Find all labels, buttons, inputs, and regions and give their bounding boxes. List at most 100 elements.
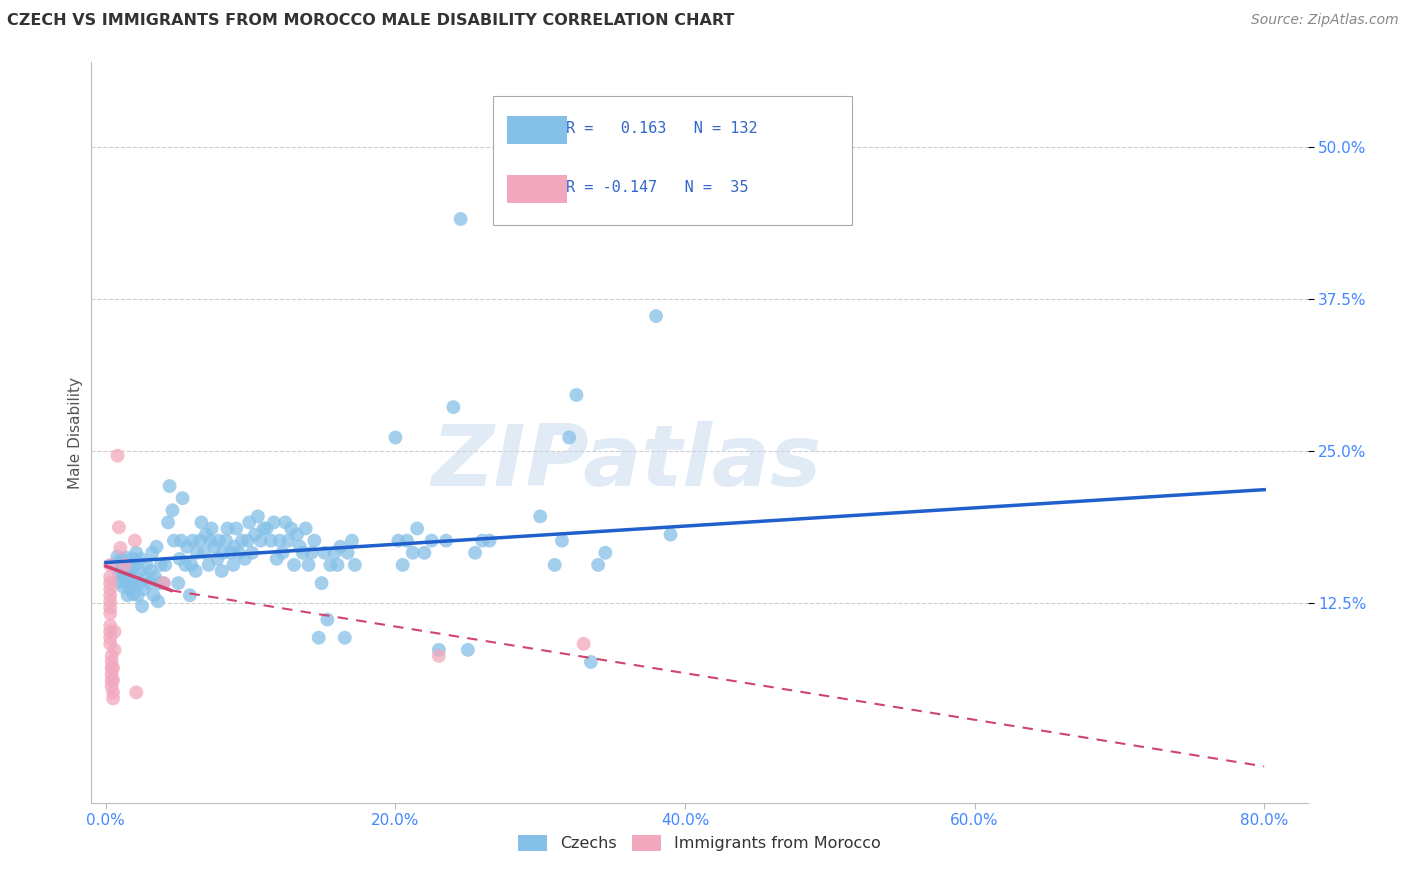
Point bbox=[387, 533, 409, 548]
Point bbox=[98, 588, 121, 602]
Point bbox=[98, 624, 121, 639]
Point bbox=[120, 582, 142, 597]
Point bbox=[100, 661, 122, 675]
Point bbox=[316, 613, 339, 627]
Legend: Czechs, Immigrants from Morocco: Czechs, Immigrants from Morocco bbox=[512, 829, 887, 858]
Point bbox=[529, 509, 551, 524]
Point bbox=[572, 637, 595, 651]
Point bbox=[100, 673, 122, 688]
Point bbox=[384, 430, 406, 444]
Point bbox=[228, 546, 250, 560]
Point bbox=[174, 558, 197, 572]
Point bbox=[128, 564, 150, 578]
Point bbox=[107, 449, 129, 463]
Point bbox=[101, 673, 124, 688]
Point bbox=[288, 540, 311, 554]
Point bbox=[551, 533, 574, 548]
Point bbox=[236, 533, 259, 548]
Point bbox=[544, 558, 567, 572]
Point bbox=[115, 558, 138, 572]
Point bbox=[326, 558, 349, 572]
Point bbox=[457, 643, 479, 657]
Point bbox=[471, 533, 494, 548]
Point bbox=[128, 576, 150, 591]
Point bbox=[200, 521, 222, 535]
Point bbox=[122, 552, 145, 566]
Point bbox=[163, 533, 186, 548]
Point bbox=[329, 540, 352, 554]
Point bbox=[138, 576, 160, 591]
Point bbox=[231, 533, 253, 548]
Point bbox=[558, 430, 581, 444]
Point bbox=[208, 533, 231, 548]
Point bbox=[112, 580, 135, 594]
Point bbox=[464, 546, 486, 560]
Point bbox=[413, 546, 436, 560]
Point bbox=[391, 558, 413, 572]
Point bbox=[198, 533, 221, 548]
Point bbox=[120, 558, 142, 572]
Point bbox=[124, 558, 146, 572]
Point bbox=[118, 564, 141, 578]
Point bbox=[131, 599, 153, 614]
Point bbox=[143, 570, 166, 584]
Y-axis label: Male Disability: Male Disability bbox=[67, 376, 83, 489]
Text: R = -0.147   N =  35: R = -0.147 N = 35 bbox=[565, 180, 748, 195]
Point bbox=[169, 552, 191, 566]
Point bbox=[98, 582, 121, 597]
Point bbox=[122, 587, 145, 601]
Point bbox=[207, 552, 229, 566]
Point bbox=[579, 655, 602, 669]
Point bbox=[277, 533, 299, 548]
Point bbox=[211, 564, 233, 578]
Point bbox=[118, 570, 141, 584]
Point bbox=[280, 521, 302, 535]
Point bbox=[101, 661, 124, 675]
Point bbox=[256, 521, 278, 535]
Point bbox=[659, 527, 682, 541]
Point bbox=[157, 516, 180, 530]
Point bbox=[100, 648, 122, 663]
Point bbox=[184, 564, 207, 578]
Point bbox=[478, 533, 501, 548]
Point bbox=[266, 552, 288, 566]
Point bbox=[274, 516, 297, 530]
Point bbox=[114, 558, 136, 572]
Point bbox=[98, 558, 121, 572]
Point bbox=[100, 679, 122, 693]
Point bbox=[100, 655, 122, 669]
Point bbox=[224, 540, 246, 554]
Point bbox=[108, 520, 131, 534]
Point bbox=[427, 648, 450, 663]
Point bbox=[212, 546, 235, 560]
Point bbox=[238, 516, 260, 530]
Point bbox=[111, 558, 134, 572]
FancyBboxPatch shape bbox=[508, 116, 568, 144]
Point bbox=[134, 570, 156, 584]
Point bbox=[217, 521, 239, 535]
Point bbox=[142, 588, 165, 602]
FancyBboxPatch shape bbox=[508, 175, 568, 203]
Point bbox=[101, 685, 124, 699]
Point bbox=[441, 400, 464, 414]
Point bbox=[108, 567, 131, 582]
Point bbox=[98, 570, 121, 584]
Point bbox=[450, 212, 472, 227]
Text: CZECH VS IMMIGRANTS FROM MOROCCO MALE DISABILITY CORRELATION CHART: CZECH VS IMMIGRANTS FROM MOROCCO MALE DI… bbox=[7, 13, 734, 29]
Point bbox=[323, 546, 346, 560]
Point bbox=[100, 667, 122, 681]
Point bbox=[243, 527, 266, 541]
Point bbox=[297, 558, 319, 572]
Point bbox=[225, 521, 247, 535]
Point bbox=[291, 546, 314, 560]
Point bbox=[101, 691, 124, 706]
Point bbox=[117, 588, 139, 602]
Point bbox=[114, 570, 136, 584]
Point bbox=[129, 552, 152, 566]
Point bbox=[152, 576, 174, 591]
Point bbox=[336, 546, 359, 560]
Point bbox=[135, 558, 157, 572]
Point bbox=[311, 576, 333, 591]
Point bbox=[117, 576, 139, 591]
Point bbox=[148, 576, 170, 591]
